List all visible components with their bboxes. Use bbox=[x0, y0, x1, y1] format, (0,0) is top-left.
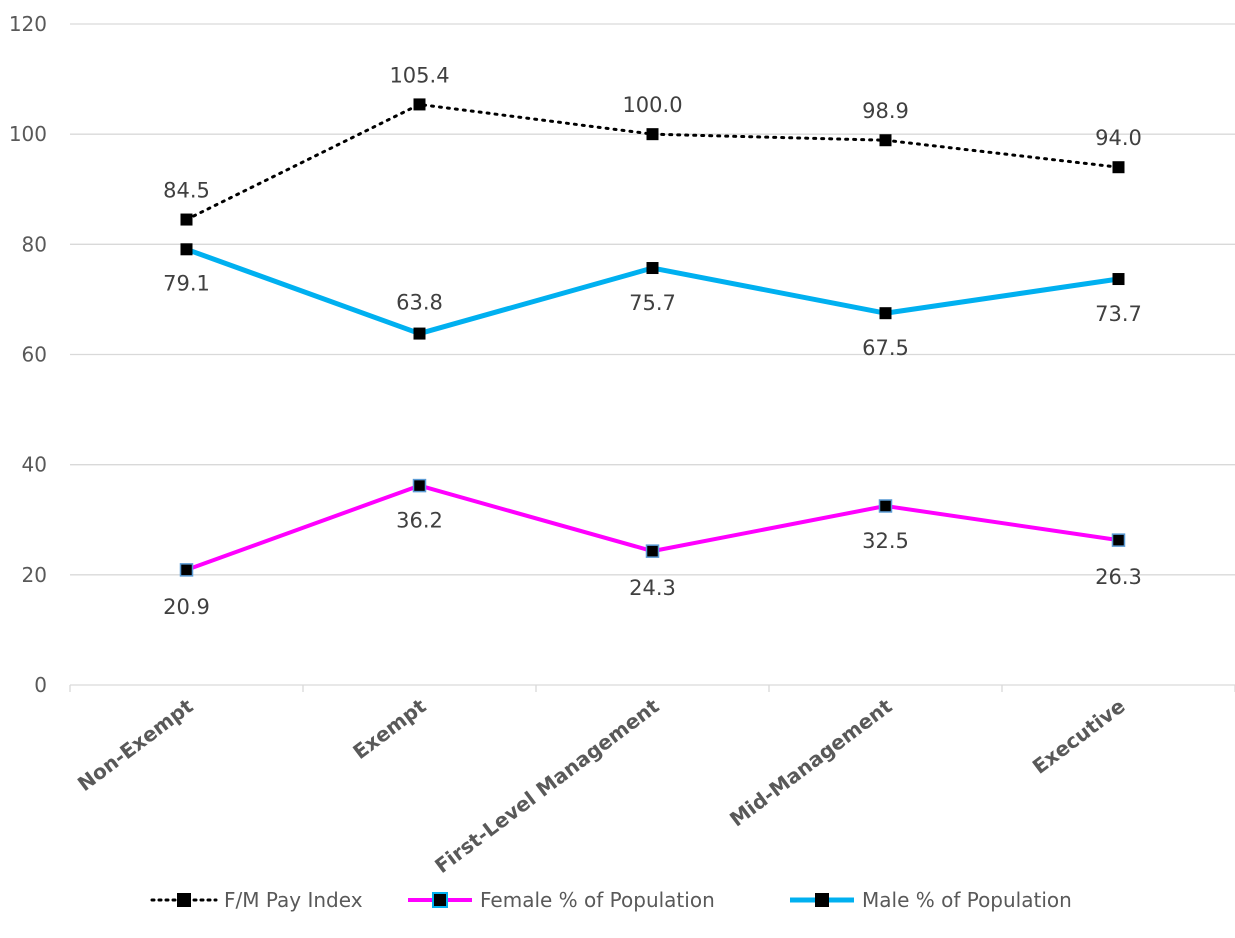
legend-label-female: Female % of Population bbox=[480, 888, 715, 912]
legend-swatch-pay-index bbox=[150, 893, 218, 907]
y-tick-label: 20 bbox=[22, 563, 47, 587]
data-label-male: 79.1 bbox=[163, 271, 210, 295]
data-label-female: 24.3 bbox=[629, 576, 676, 600]
y-tick-label: 0 bbox=[34, 673, 47, 697]
legend-label-pay-index: F/M Pay Index bbox=[224, 888, 363, 912]
marker-pay-index bbox=[879, 134, 892, 147]
data-label-pay-index: 100.0 bbox=[622, 93, 682, 117]
line-chart: 0 20 40 60 80 100 120 Non-Exempt Exempt First-Le… bbox=[9, 12, 1235, 878]
data-label-male: 67.5 bbox=[862, 336, 909, 360]
marker-pay-index bbox=[1112, 161, 1125, 174]
series-group bbox=[179, 98, 1126, 577]
y-tick-label: 60 bbox=[22, 343, 47, 367]
x-tick-label: Exempt bbox=[348, 694, 431, 764]
marker-female bbox=[878, 499, 893, 513]
y-tick-label: 100 bbox=[9, 122, 47, 146]
legend-item-pay-index: F/M Pay Index bbox=[150, 880, 363, 920]
marker-male bbox=[879, 307, 892, 320]
marker-female bbox=[645, 544, 660, 558]
data-label-pay-index: 94.0 bbox=[1095, 126, 1142, 150]
y-tick-label: 80 bbox=[22, 232, 47, 256]
x-tick-label: Mid-Management bbox=[725, 694, 897, 832]
legend-item-female: Female % of Population bbox=[406, 880, 715, 920]
data-label-pay-index: 84.5 bbox=[163, 179, 210, 203]
series-line-pay-index bbox=[185, 102, 1120, 222]
data-label-male: 75.7 bbox=[629, 291, 676, 315]
data-label-male: 73.7 bbox=[1095, 302, 1142, 326]
data-label-female: 26.3 bbox=[1095, 565, 1142, 589]
y-tick-label: 120 bbox=[9, 12, 47, 36]
legend-swatch-female bbox=[408, 892, 472, 908]
legend-label-male: Male % of Population bbox=[862, 888, 1072, 912]
marker-female bbox=[1111, 533, 1126, 547]
legend-item-male: Male % of Population bbox=[788, 880, 1072, 920]
data-labels: 84.5 105.4 100.0 98.9 94.0 20.9 36.2 24.3 32.5 26… bbox=[163, 63, 1142, 618]
marker-female bbox=[412, 478, 427, 493]
data-label-female: 32.5 bbox=[862, 529, 909, 553]
marker-pay-index bbox=[180, 213, 193, 226]
marker-pay-index bbox=[646, 128, 659, 141]
data-label-female: 36.2 bbox=[396, 509, 443, 533]
x-axis: Non-Exempt Exempt First-Level Management Mi… bbox=[69, 684, 1235, 878]
marker-female bbox=[179, 563, 194, 577]
marker-male bbox=[180, 243, 193, 256]
data-label-female: 20.9 bbox=[163, 595, 210, 619]
marker-male bbox=[413, 327, 426, 340]
data-label-male: 63.8 bbox=[396, 291, 443, 315]
x-tick-label: First-Level Management bbox=[430, 694, 664, 878]
data-label-pay-index: 98.9 bbox=[862, 99, 909, 123]
x-tick-label: Non-Exempt bbox=[73, 694, 198, 796]
y-axis: 0 20 40 60 80 100 120 bbox=[9, 12, 47, 697]
data-label-pay-index: 105.4 bbox=[389, 63, 449, 87]
y-tick-label: 40 bbox=[22, 453, 47, 477]
legend-swatch-male bbox=[790, 893, 854, 907]
legend: F/M Pay Index Female % of Population Mal… bbox=[0, 880, 1235, 920]
x-tick-label: Executive bbox=[1028, 694, 1130, 779]
marker-pay-index bbox=[413, 98, 426, 111]
marker-male bbox=[1112, 273, 1125, 286]
marker-male bbox=[646, 262, 659, 275]
